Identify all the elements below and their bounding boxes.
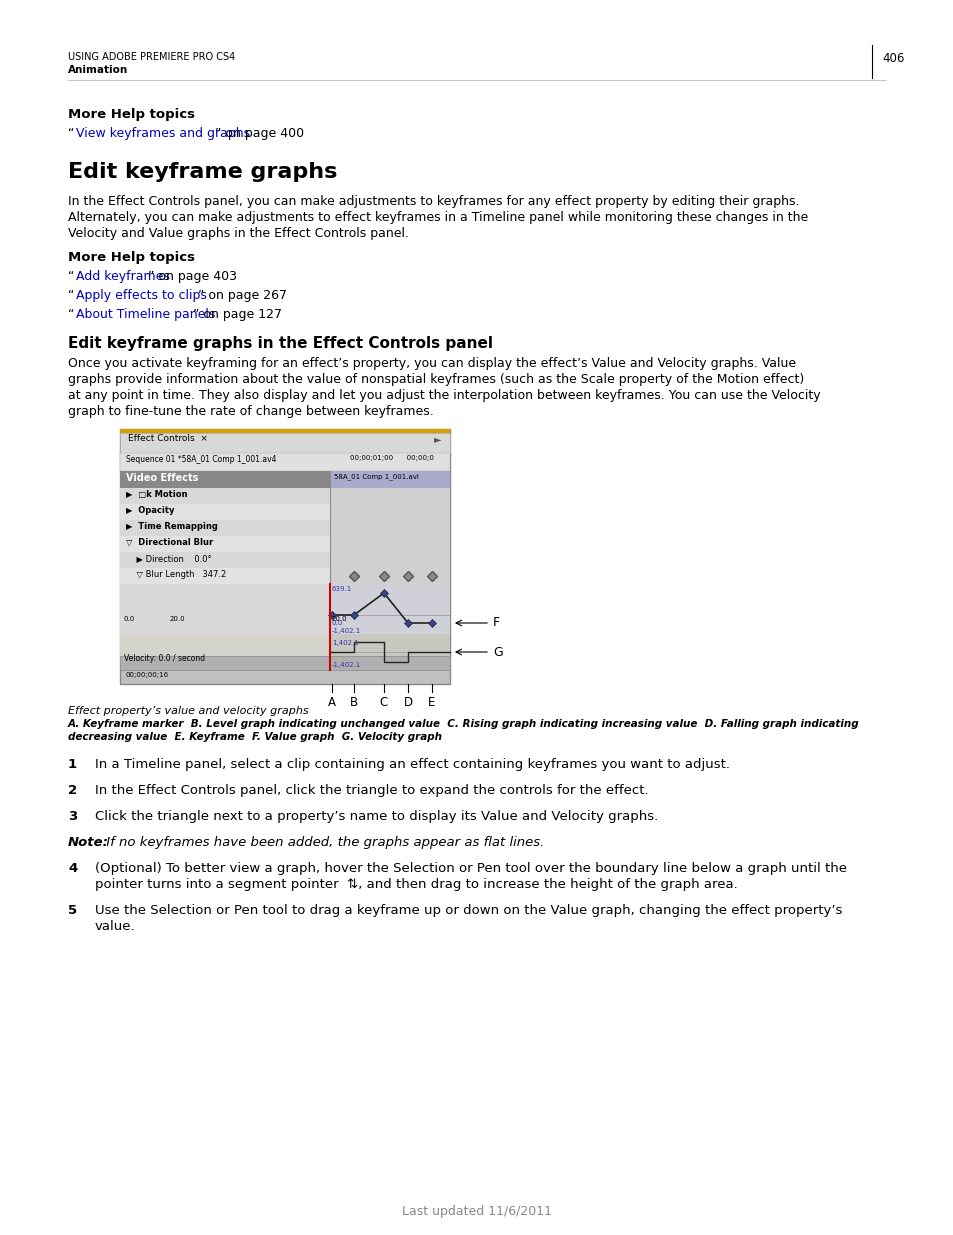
Text: 20.0: 20.0 [332, 616, 347, 622]
Text: More Help topics: More Help topics [68, 251, 194, 264]
Text: (Optional) To better view a graph, hover the Selection or Pen tool over the boun: (Optional) To better view a graph, hover… [95, 862, 846, 876]
Bar [120, 471, 450, 488]
Bar [330, 552, 450, 568]
Text: Use the Selection or Pen tool to drag a keyframe up or down on the Value graph, : Use the Selection or Pen tool to drag a … [95, 904, 841, 918]
Text: 406: 406 [882, 52, 903, 65]
Bar [120, 536, 330, 552]
Text: ” on page 267: ” on page 267 [198, 289, 287, 303]
Text: graph to fine-tune the rate of change between keyframes.: graph to fine-tune the rate of change be… [68, 405, 434, 417]
Bar [120, 584, 330, 634]
Text: 58A_01 Comp 1_001.avi: 58A_01 Comp 1_001.avi [334, 473, 418, 479]
Text: Note:: Note: [68, 836, 109, 848]
Text: A. Keyframe marker  B. Level graph indicating unchanged value  C. Rising graph i: A. Keyframe marker B. Level graph indica… [68, 719, 859, 729]
Text: Velocity: 0.0 / second: Velocity: 0.0 / second [124, 655, 205, 663]
Text: 5: 5 [68, 904, 77, 918]
Text: About Timeline panels: About Timeline panels [76, 308, 215, 321]
Text: 639.1: 639.1 [332, 585, 352, 592]
Bar [330, 488, 450, 504]
Text: F: F [493, 616, 499, 630]
Bar [120, 552, 330, 568]
Text: graphs provide information about the value of nonspatial keyframes (such as the : graphs provide information about the val… [68, 373, 803, 387]
Text: Velocity and Value graphs in the Effect Controls panel.: Velocity and Value graphs in the Effect … [68, 227, 409, 240]
Bar [120, 504, 330, 520]
Text: at any point in time. They also display and let you adjust the interpolation bet: at any point in time. They also display … [68, 389, 820, 403]
Bar [330, 520, 450, 536]
Bar [330, 504, 450, 520]
Text: 4: 4 [68, 862, 77, 876]
Text: decreasing value  E. Keyframe  F. Value graph  G. Velocity graph: decreasing value E. Keyframe F. Value gr… [68, 732, 441, 742]
Text: Edit keyframe graphs in the Effect Controls panel: Edit keyframe graphs in the Effect Contr… [68, 336, 493, 351]
Text: 20.0: 20.0 [170, 616, 186, 622]
Text: “: “ [68, 289, 74, 303]
Bar [120, 433, 450, 453]
Text: Apply effects to clips: Apply effects to clips [76, 289, 207, 303]
Text: “: “ [68, 127, 74, 140]
Text: 3: 3 [68, 810, 77, 823]
Text: In the Effect Controls panel, click the triangle to expand the controls for the : In the Effect Controls panel, click the … [95, 784, 648, 797]
Bar [330, 568, 450, 584]
Text: Edit keyframe graphs: Edit keyframe graphs [68, 162, 337, 182]
Text: ▽  Directional Blur: ▽ Directional Blur [126, 538, 213, 547]
Text: -1,402.1: -1,402.1 [332, 629, 361, 634]
Text: Effect property’s value and velocity graphs: Effect property’s value and velocity gra… [68, 706, 309, 716]
Bar [120, 429, 450, 684]
Text: USING ADOBE PREMIERE PRO CS4: USING ADOBE PREMIERE PRO CS4 [68, 52, 235, 62]
Text: value.: value. [95, 920, 135, 932]
Text: “: “ [68, 308, 74, 321]
Text: C: C [379, 697, 388, 709]
Text: More Help topics: More Help topics [68, 107, 194, 121]
Text: Alternately, you can make adjustments to effect keyframes in a Timeline panel wh: Alternately, you can make adjustments to… [68, 211, 807, 224]
Text: ►: ► [434, 433, 441, 445]
Text: “: “ [68, 270, 74, 283]
Bar [330, 471, 450, 488]
Text: ▽ Blur Length   347.2: ▽ Blur Length 347.2 [126, 571, 226, 579]
Bar [120, 429, 450, 433]
Text: E: E [428, 697, 436, 709]
Text: ” on page 127: ” on page 127 [193, 308, 281, 321]
Bar [330, 634, 450, 671]
Text: G: G [493, 646, 502, 658]
Text: If no keyframes have been added, the graphs appear as flat lines.: If no keyframes have been added, the gra… [102, 836, 544, 848]
Text: -1,402.1: -1,402.1 [332, 662, 361, 668]
Text: ▶  Time Remapping: ▶ Time Remapping [126, 522, 217, 531]
Text: 1,402.1: 1,402.1 [332, 641, 358, 646]
Text: Sequence 01 *58A_01 Comp 1_001.av4: Sequence 01 *58A_01 Comp 1_001.av4 [126, 454, 276, 464]
Bar [120, 656, 450, 671]
Bar [330, 584, 450, 634]
Text: Effect Controls  ×: Effect Controls × [128, 433, 208, 443]
Text: ▶  Opacity: ▶ Opacity [126, 506, 174, 515]
Text: Last updated 11/6/2011: Last updated 11/6/2011 [401, 1205, 552, 1218]
Text: B: B [350, 697, 357, 709]
Text: Add keyframes: Add keyframes [76, 270, 170, 283]
Bar [120, 488, 330, 504]
Text: 1: 1 [68, 758, 77, 771]
Text: Animation: Animation [68, 65, 128, 75]
Bar [120, 520, 330, 536]
Bar [120, 634, 330, 671]
Text: A: A [328, 697, 336, 709]
Text: 00;00;00;16: 00;00;00;16 [126, 672, 169, 678]
Text: 0.0: 0.0 [332, 620, 343, 626]
Text: Video Effects: Video Effects [126, 473, 198, 483]
Text: In the Effect Controls panel, you can make adjustments to keyframes for any effe: In the Effect Controls panel, you can ma… [68, 195, 799, 207]
Bar [120, 568, 330, 584]
Bar [330, 536, 450, 552]
Text: ” on page 403: ” on page 403 [148, 270, 237, 283]
Bar [120, 453, 450, 471]
Text: Click the triangle next to a property’s name to display its Value and Velocity g: Click the triangle next to a property’s … [95, 810, 658, 823]
Text: D: D [403, 697, 412, 709]
Text: ▶ Direction    0.0°: ▶ Direction 0.0° [126, 555, 212, 563]
Text: In a Timeline panel, select a clip containing an effect containing keyframes you: In a Timeline panel, select a clip conta… [95, 758, 729, 771]
Text: 0.0: 0.0 [124, 616, 135, 622]
Text: View keyframes and graphs: View keyframes and graphs [76, 127, 250, 140]
Text: ▶  □k Motion: ▶ □k Motion [126, 490, 188, 499]
Text: pointer turns into a segment pointer  ⇅, and then drag to increase the height of: pointer turns into a segment pointer ⇅, … [95, 878, 737, 890]
Text: 2: 2 [68, 784, 77, 797]
Text: ” on page 400: ” on page 400 [214, 127, 304, 140]
Text: 00;00;01;00      00;00;0: 00;00;01;00 00;00;0 [350, 454, 434, 461]
Text: Once you activate keyframing for an effect’s property, you can display the effec: Once you activate keyframing for an effe… [68, 357, 796, 370]
